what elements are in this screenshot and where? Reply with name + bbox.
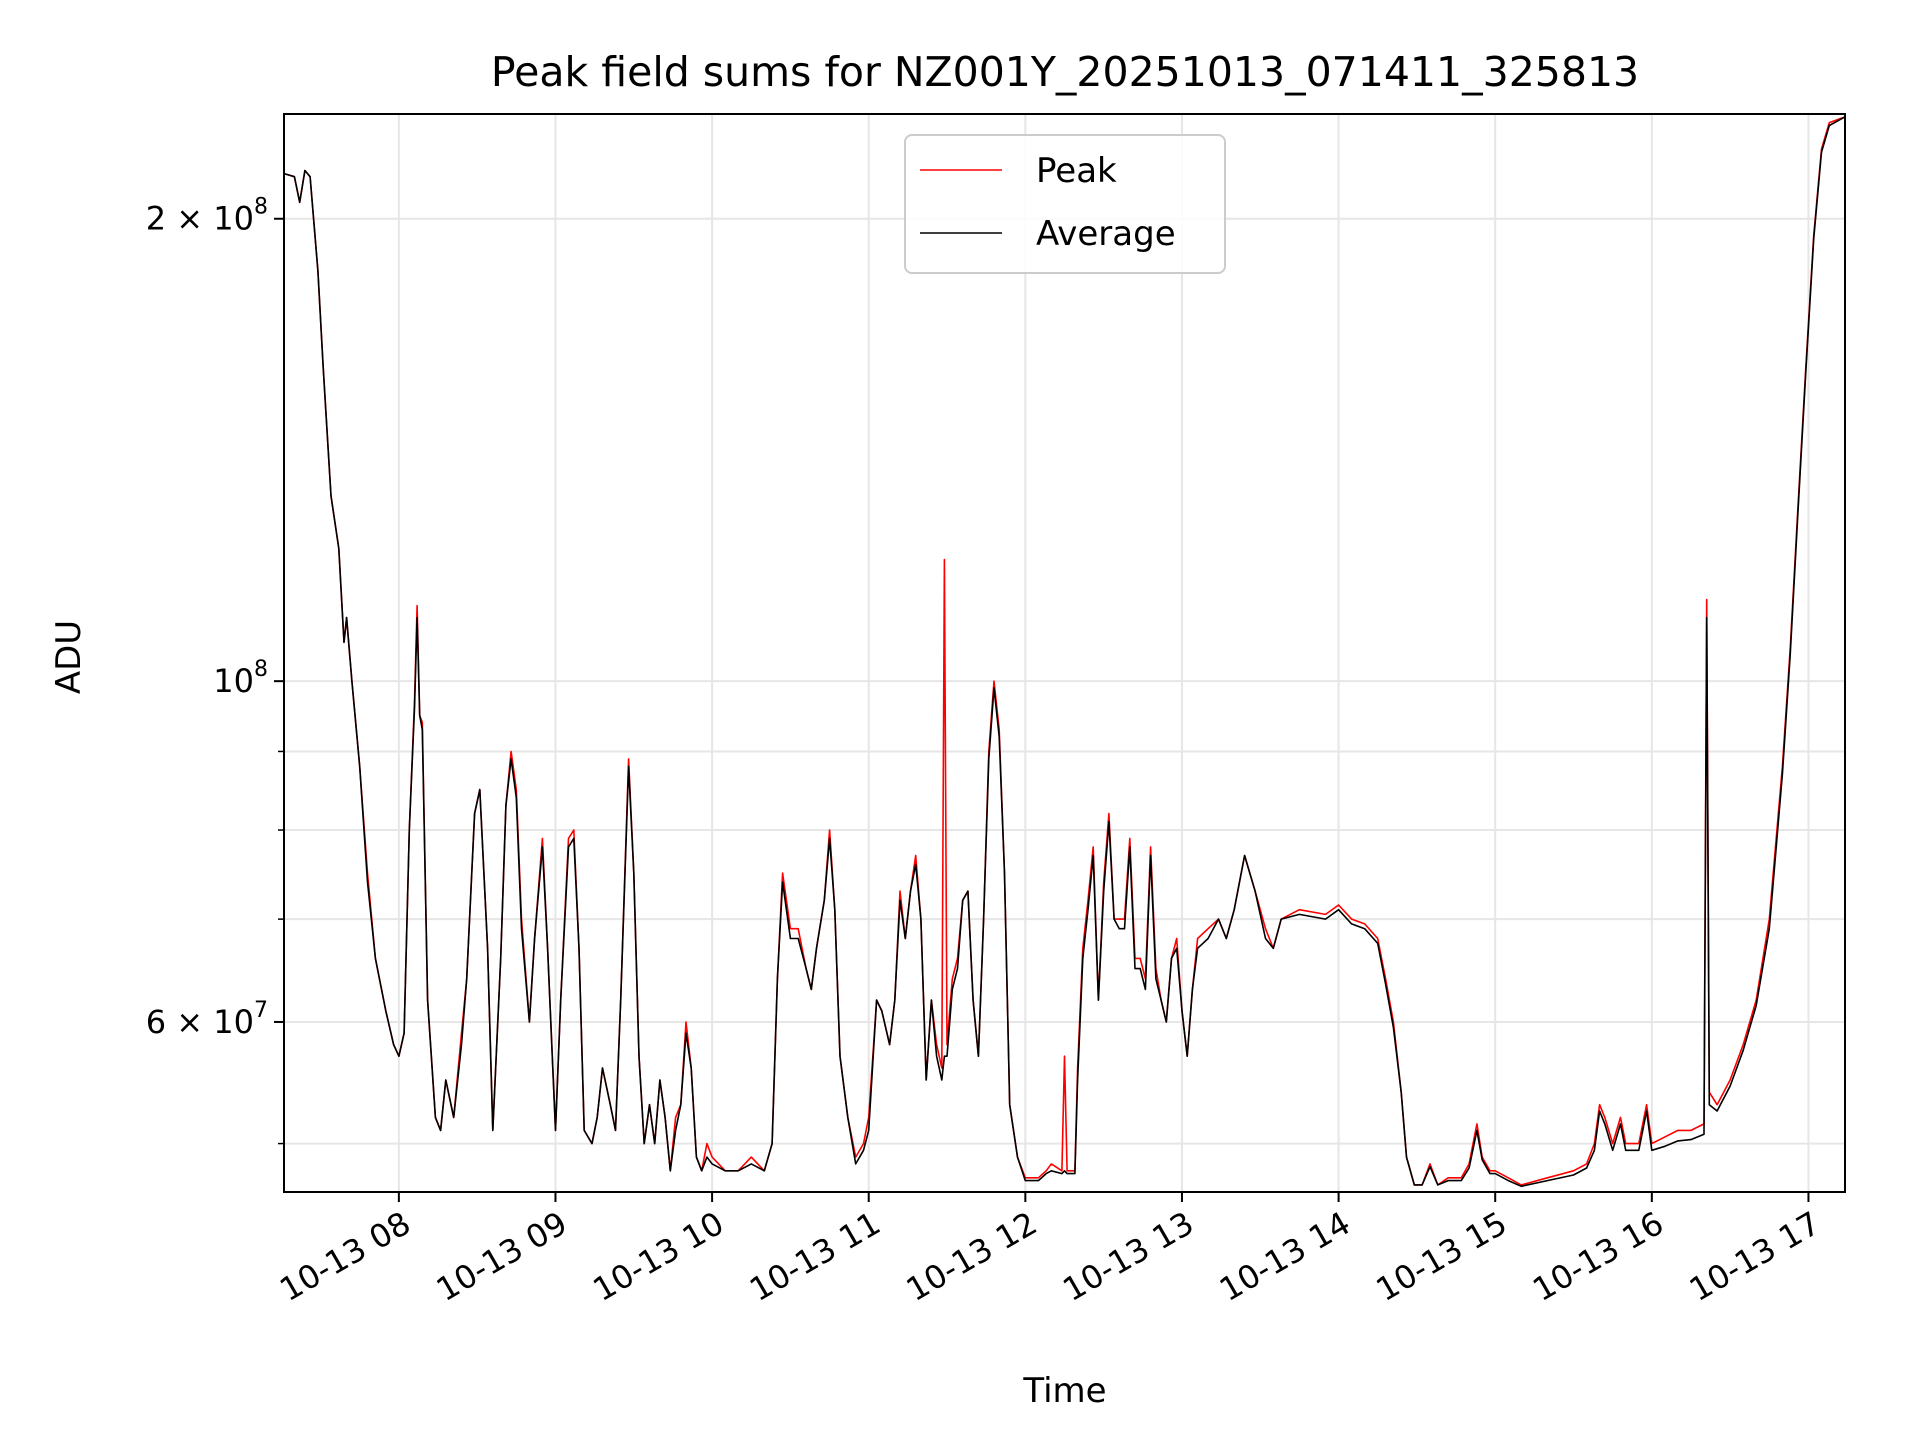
y-tick-mantissa: 10 (213, 662, 254, 700)
y-tick-label: 6 × 107 (146, 998, 268, 1041)
y-tick-mantissa: 6 × 10 (146, 1003, 254, 1041)
series-line-average (284, 116, 1845, 1188)
legend-label-peak: Peak (1036, 151, 1117, 191)
legend: Peak Average (904, 134, 1226, 274)
y-tick-label: 108 (213, 657, 268, 700)
chart-title: Peak field sums for NZ001Y_20251013_0714… (491, 48, 1639, 96)
y-tick-exponent: 8 (254, 657, 268, 682)
x-axis-label: Time (1022, 1371, 1106, 1411)
y-tick-exponent: 8 (254, 195, 268, 220)
legend-label-average: Average (1036, 214, 1176, 254)
plot-area (284, 116, 1845, 1188)
y-tick-label: 2 × 108 (146, 195, 268, 238)
series-layer (284, 116, 1845, 1188)
axes-frame (283, 113, 1846, 1193)
y-tick-mantissa: 2 × 10 (146, 200, 254, 238)
y-tick-exponent: 7 (254, 998, 268, 1023)
y-axis-label: ADU (49, 620, 89, 694)
